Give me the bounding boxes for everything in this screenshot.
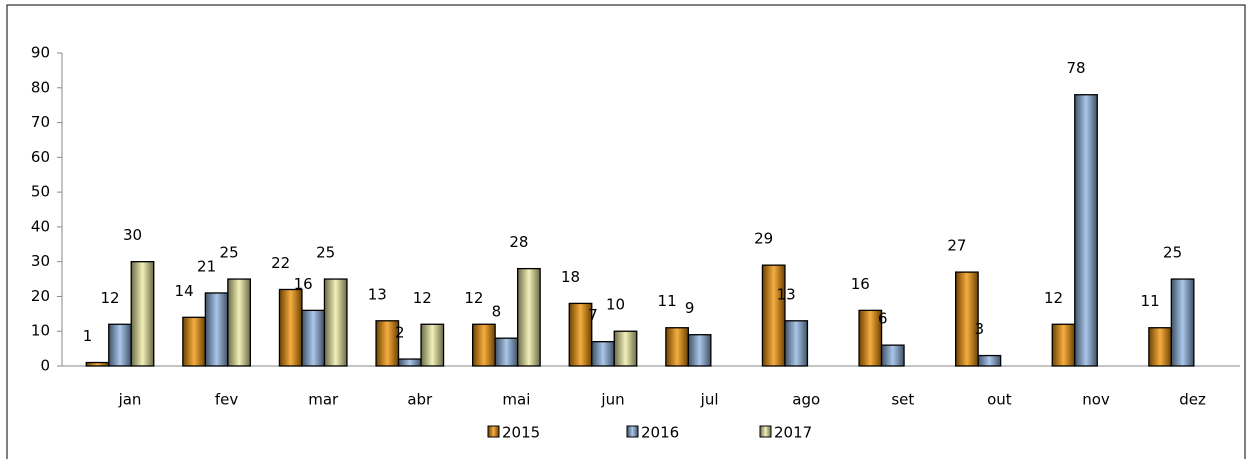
x-tick-label: abr xyxy=(407,391,433,409)
data-label: 10 xyxy=(606,296,625,314)
data-label: 16 xyxy=(294,275,313,293)
bar xyxy=(955,271,979,367)
x-tick-label: mar xyxy=(308,391,339,409)
data-label: 21 xyxy=(197,257,216,275)
y-tick-label: 70 xyxy=(31,113,50,131)
data-label: 1 xyxy=(83,327,93,345)
data-label: 16 xyxy=(851,275,870,293)
data-label: 7 xyxy=(588,306,598,324)
x-tick-label: set xyxy=(891,391,914,409)
legend-swatch xyxy=(487,425,500,438)
data-label: 12 xyxy=(464,289,483,307)
x-tick-label: dez xyxy=(1179,391,1206,409)
bar xyxy=(613,330,638,367)
data-label: 11 xyxy=(1141,292,1160,310)
bar xyxy=(227,278,252,367)
y-tick-label: 50 xyxy=(31,183,50,201)
y-tick-label: 20 xyxy=(31,287,50,305)
data-label: 13 xyxy=(777,285,796,303)
bar xyxy=(182,316,207,367)
data-label: 28 xyxy=(509,233,528,251)
bar xyxy=(591,341,615,367)
x-tick-label: mai xyxy=(502,391,530,409)
bar xyxy=(108,323,132,367)
y-tick-label: 30 xyxy=(31,252,50,270)
y-tick-label: 0 xyxy=(40,357,50,375)
legend-label: 2015 xyxy=(502,424,540,442)
bar xyxy=(1074,94,1098,367)
y-tick-label: 90 xyxy=(31,44,50,62)
y-tick-label: 80 xyxy=(31,78,50,96)
chart-frame xyxy=(6,4,1246,459)
data-label: 30 xyxy=(123,226,142,244)
data-label: 25 xyxy=(220,244,239,262)
legend-label: 2016 xyxy=(641,424,679,442)
bar xyxy=(375,320,400,367)
y-tick-label: 60 xyxy=(31,148,50,166)
data-label: 11 xyxy=(658,292,677,310)
data-label: 18 xyxy=(561,268,580,286)
data-label: 12 xyxy=(1044,289,1063,307)
bar xyxy=(1148,327,1172,367)
bar xyxy=(761,264,786,367)
data-label: 12 xyxy=(100,289,119,307)
data-label: 8 xyxy=(492,303,502,321)
y-tick-label: 40 xyxy=(31,217,50,235)
x-tick-label: jun xyxy=(600,391,624,409)
bar xyxy=(278,288,303,367)
bar xyxy=(130,261,155,367)
bar xyxy=(301,309,326,367)
bar xyxy=(471,323,496,367)
x-tick-label: out xyxy=(987,391,1012,409)
data-label: 2 xyxy=(395,324,405,342)
bar xyxy=(323,278,348,367)
x-tick-label: jan xyxy=(118,391,142,409)
bar xyxy=(784,320,809,367)
x-tick-label: nov xyxy=(1082,391,1110,409)
bar xyxy=(977,354,1002,367)
bar xyxy=(1051,323,1076,367)
legend-label: 2017 xyxy=(774,424,812,442)
bar xyxy=(880,344,905,367)
data-label: 78 xyxy=(1066,59,1085,77)
bar xyxy=(665,327,689,367)
bar xyxy=(1170,278,1195,367)
data-label: 12 xyxy=(413,289,432,307)
bar xyxy=(397,358,422,367)
legend-swatch xyxy=(626,425,639,438)
bar xyxy=(204,292,229,367)
data-label: 29 xyxy=(754,230,773,248)
x-tick-label: ago xyxy=(792,391,820,409)
bar xyxy=(687,334,712,367)
data-label: 6 xyxy=(878,310,888,328)
data-label: 3 xyxy=(975,320,985,338)
data-label: 13 xyxy=(368,285,387,303)
x-tick-label: jul xyxy=(700,391,719,409)
bar xyxy=(517,267,541,367)
data-label: 9 xyxy=(685,299,695,317)
bar xyxy=(568,302,593,367)
x-tick-label: fev xyxy=(215,391,239,409)
data-label: 25 xyxy=(316,244,335,262)
bar xyxy=(494,337,519,367)
data-label: 27 xyxy=(947,237,966,255)
data-label: 22 xyxy=(271,254,290,272)
y-tick-label: 10 xyxy=(31,322,50,340)
bar xyxy=(85,361,110,367)
data-label: 14 xyxy=(175,282,194,300)
data-label: 25 xyxy=(1163,244,1182,262)
bar xyxy=(420,323,445,367)
bar xyxy=(858,309,883,367)
legend-swatch xyxy=(759,425,772,438)
